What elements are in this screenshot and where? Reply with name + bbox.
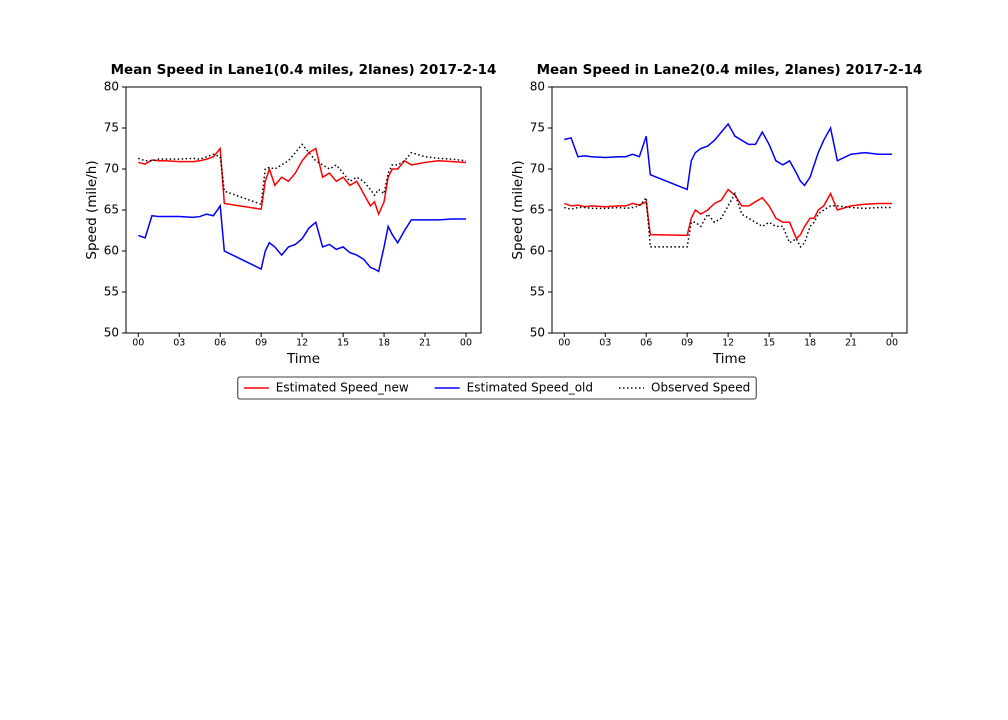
series-line (138, 146, 467, 217)
x-tick-label: 15 (337, 338, 349, 349)
x-tick-label: 09 (255, 338, 267, 349)
y-tick-label: 80 (104, 80, 119, 94)
plot-area (552, 87, 907, 333)
y-tick-label: 75 (530, 121, 545, 135)
legend: Estimated Speed_new Estimated Speed_old Ob… (237, 376, 757, 400)
y-tick-label: 75 (104, 121, 119, 135)
y-axis-label: Speed (mile/h) (84, 160, 100, 259)
plot-area (126, 87, 481, 333)
x-tick-label: 06 (640, 338, 652, 349)
plot-frame (125, 86, 482, 334)
x-tick-label: 00 (460, 338, 472, 349)
y-tick-label: 50 (104, 326, 119, 340)
x-tick-label: 21 (419, 338, 431, 349)
series-line (138, 143, 467, 206)
x-tick-label: 00 (132, 338, 144, 349)
y-tick-label: 55 (104, 285, 119, 299)
y-tick-label: 60 (530, 244, 545, 258)
x-tick-label: 12 (296, 338, 308, 349)
legend-label: Observed Speed (651, 381, 750, 395)
series-line (564, 191, 892, 249)
y-tick-label: 55 (530, 285, 545, 299)
x-tick-label: 06 (214, 338, 226, 349)
legend-label: Estimated Speed_old (467, 381, 593, 395)
x-tick-label: 00 (886, 338, 898, 349)
x-tick-label: 18 (378, 338, 390, 349)
x-tick-label: 12 (722, 338, 734, 349)
x-tick-label: 09 (681, 338, 693, 349)
series-line (564, 188, 892, 241)
legend-frame (237, 376, 757, 400)
series-line (564, 122, 892, 191)
series-line (138, 203, 466, 273)
chart-title: Mean Speed in Lane2(0.4 miles, 2lanes) 2… (537, 62, 923, 78)
y-tick-label: 65 (530, 203, 545, 217)
x-tick-label: 18 (804, 338, 816, 349)
y-tick-label: 70 (104, 162, 119, 176)
x-tick-label: 03 (599, 338, 611, 349)
x-tick-label: 15 (763, 338, 775, 349)
legend-label: Estimated Speed_new (276, 381, 409, 395)
x-tick-label: 03 (173, 338, 185, 349)
y-tick-label: 65 (104, 203, 119, 217)
y-axis-label: Speed (mile/h) (510, 160, 526, 259)
y-tick-label: 80 (530, 80, 545, 94)
x-tick-label: 00 (558, 338, 570, 349)
x-tick-label: 21 (845, 338, 857, 349)
plot-frame (551, 86, 908, 334)
x-axis-label: Time (286, 351, 320, 367)
x-axis-label: Time (712, 351, 746, 367)
chart-title: Mean Speed in Lane1(0.4 miles, 2lanes) 2… (111, 62, 497, 78)
y-tick-label: 50 (530, 326, 545, 340)
y-tick-label: 70 (530, 162, 545, 176)
y-tick-label: 60 (104, 244, 119, 258)
